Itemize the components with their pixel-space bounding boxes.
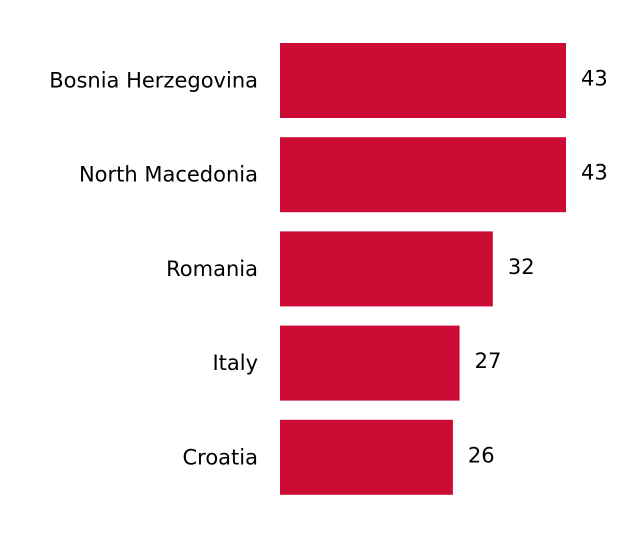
bar bbox=[280, 43, 566, 118]
value-label: 43 bbox=[581, 67, 608, 91]
category-label: Croatia bbox=[183, 445, 259, 469]
bar bbox=[280, 137, 566, 213]
value-label: 27 bbox=[475, 349, 502, 373]
category-label: Italy bbox=[212, 351, 258, 375]
bar bbox=[280, 325, 460, 401]
bar bbox=[280, 419, 453, 495]
value-label: 26 bbox=[468, 443, 495, 467]
value-label: 43 bbox=[581, 161, 608, 185]
value-label: 32 bbox=[508, 255, 535, 279]
category-label: Romania bbox=[166, 257, 258, 281]
category-label: North Macedonia bbox=[79, 163, 258, 187]
category-label: Bosnia Herzegovina bbox=[49, 69, 258, 93]
bar bbox=[280, 231, 493, 307]
